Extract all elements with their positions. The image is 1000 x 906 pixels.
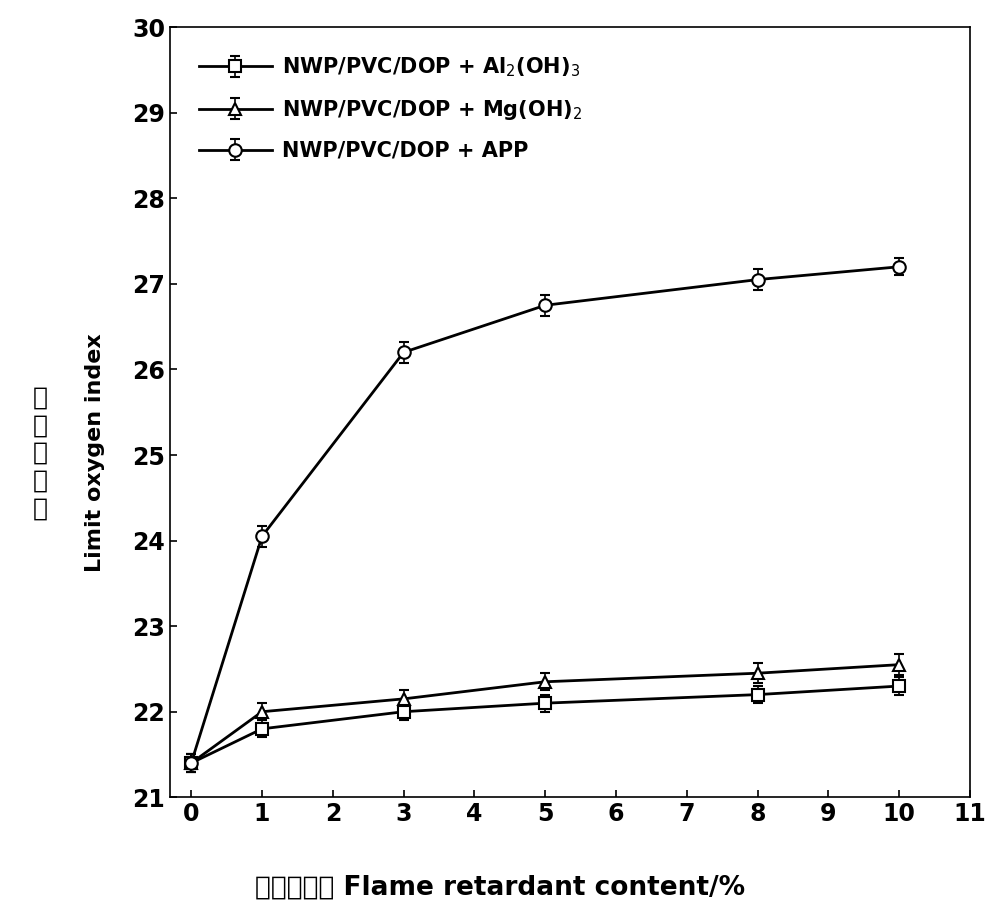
Text: 阻燃剂用量 Flame retardant content/%: 阻燃剂用量 Flame retardant content/% [255, 875, 745, 901]
Legend: NWP/PVC/DOP + Al$_2$(OH)$_3$, NWP/PVC/DOP + Mg(OH)$_2$, NWP/PVC/DOP + APP: NWP/PVC/DOP + Al$_2$(OH)$_3$, NWP/PVC/DO… [188, 45, 593, 171]
Text: Limit oxygen index: Limit oxygen index [85, 333, 105, 573]
Text: 极
限
氧
指
数: 极 限 氧 指 数 [32, 385, 48, 521]
